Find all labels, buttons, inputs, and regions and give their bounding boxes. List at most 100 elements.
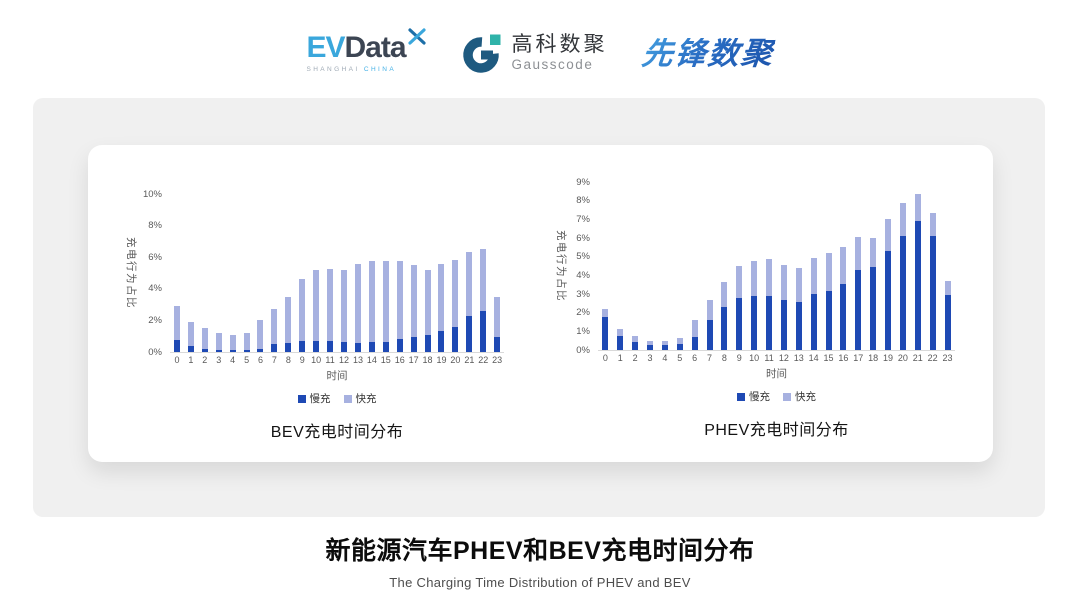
stacked-bar xyxy=(466,194,473,352)
stacked-bar xyxy=(396,194,403,352)
bar-slot xyxy=(295,194,309,352)
bar-segment xyxy=(354,263,361,343)
chart-bev: 充电行为占比 0% 2% 4% 6% 8% 10% 0 1 2 3 4 5 6 7 8 9 10 11 12 13 1… xyxy=(125,189,504,442)
bar-slot xyxy=(613,182,628,350)
bar-segment xyxy=(780,265,787,300)
phev-chart-title: PHEV充电时间分布 xyxy=(704,422,849,439)
bar-slot xyxy=(643,182,658,350)
bar-segment xyxy=(617,336,624,350)
bar-slot xyxy=(170,194,184,352)
stacked-bar xyxy=(173,194,180,352)
legend-swatch xyxy=(297,394,306,403)
stacked-bar xyxy=(706,182,713,350)
x-tick-label: 19 xyxy=(436,355,447,365)
bar-segment xyxy=(736,297,743,350)
evdata-tagline: SHANGHAI CHINA xyxy=(306,65,397,74)
legend-item: 慢充 xyxy=(297,392,331,405)
x-tick-label: 22 xyxy=(478,355,489,365)
x-tick-label: 21 xyxy=(464,355,475,365)
stacked-bar xyxy=(382,194,389,352)
bar-segment xyxy=(885,251,892,350)
bar-slot xyxy=(851,182,866,350)
bar-segment xyxy=(341,341,348,352)
bar-slot xyxy=(490,194,504,352)
y-tick-label: 0% xyxy=(576,344,590,356)
bar-segment xyxy=(617,328,624,336)
bar-segment xyxy=(396,261,403,340)
bar-segment xyxy=(285,343,292,352)
bar-segment xyxy=(751,261,758,296)
stacked-bar xyxy=(480,194,487,352)
bar-slot xyxy=(672,182,687,350)
header-logos: EV Data SHANGHAI CHINA 高科数聚 Gausscode 先锋数… xyxy=(0,18,1080,88)
bar-segment xyxy=(271,344,278,352)
bar-segment xyxy=(840,283,847,350)
gausscode-texts: 高科数聚 Gausscode xyxy=(512,34,608,72)
bar-segment xyxy=(899,236,906,350)
evdata-tagline-china: CHINA xyxy=(363,65,397,73)
stacked-bar xyxy=(313,194,320,352)
bev-x-axis-ticks: 0 1 2 3 4 5 6 7 8 9 10 11 12 13 14 15 16 17 18 19 20 21 22 23 xyxy=(170,356,504,365)
bar-segment xyxy=(810,257,817,294)
bar-slot xyxy=(791,182,806,350)
phev-y-axis-title: 充电行为占比 xyxy=(555,230,567,302)
bar-segment xyxy=(410,265,417,337)
bar-segment xyxy=(382,261,389,342)
bar-segment xyxy=(173,340,180,352)
bar-slot xyxy=(351,194,365,352)
x-tick-label: 14 xyxy=(808,353,819,363)
stacked-bar xyxy=(494,194,501,352)
bar-segment xyxy=(257,320,264,349)
legend-label: 慢充 xyxy=(309,392,331,405)
bar-segment xyxy=(452,259,459,327)
gausscode-en-name: Gausscode xyxy=(511,57,594,73)
bar-segment xyxy=(187,322,194,347)
bar-segment xyxy=(327,269,334,341)
stacked-bar xyxy=(327,194,334,352)
x-tick-label: 17 xyxy=(408,355,419,365)
bar-segment xyxy=(855,269,862,350)
bar-segment xyxy=(396,339,403,352)
legend-item: 快充 xyxy=(343,392,377,405)
stacked-bar xyxy=(647,182,654,350)
bev-plot-area: 0% 2% 4% 6% 8% 10% xyxy=(143,189,504,356)
gausscode-cn-name: 高科数聚 xyxy=(511,33,608,57)
evdata-tagline-shanghai: SHANGHAI xyxy=(306,65,360,73)
bar-segment xyxy=(736,266,743,298)
bar-segment xyxy=(944,280,951,295)
x-tick-label: 19 xyxy=(883,353,894,363)
x-tick-label: 13 xyxy=(793,353,804,363)
bev-x-axis-title: 时间 xyxy=(326,370,348,382)
bar-slot xyxy=(448,194,462,352)
evdata-data-text: Data xyxy=(344,30,407,64)
bar-segment xyxy=(929,236,936,350)
x-tick-label: 21 xyxy=(912,353,923,363)
bar-segment xyxy=(480,249,487,311)
bar-segment xyxy=(795,302,802,350)
stacked-bar xyxy=(661,182,668,350)
legend-label: 快充 xyxy=(355,392,377,405)
stacked-bar xyxy=(617,182,624,350)
phev-x-axis-ticks: 0 1 2 3 4 5 6 7 8 9 10 11 12 13 14 15 16 17 18 19 20 21 22 23 xyxy=(598,354,955,363)
stacked-bar xyxy=(825,182,832,350)
bar-segment xyxy=(795,267,802,303)
x-tick-label: 17 xyxy=(853,353,864,363)
x-tick-label: 20 xyxy=(897,353,908,363)
y-tick-label: 5% xyxy=(576,250,590,262)
bar-slot xyxy=(806,182,821,350)
x-tick-label: 8 xyxy=(285,355,291,365)
pioneer-logo: 先锋数聚 xyxy=(639,35,776,71)
bar-segment xyxy=(899,203,906,237)
bar-segment xyxy=(914,221,921,350)
x-tick-label: 3 xyxy=(216,355,222,365)
bar-slot xyxy=(658,182,673,350)
y-tick-label: 3% xyxy=(576,288,590,300)
bar-slot xyxy=(628,182,643,350)
bar-segment xyxy=(299,278,306,341)
legend-swatch xyxy=(737,392,745,401)
stacked-bar xyxy=(438,194,445,352)
stacked-bar xyxy=(271,194,278,352)
bar-slot xyxy=(821,182,836,350)
bar-segment xyxy=(676,337,683,345)
stacked-bar xyxy=(243,194,250,352)
